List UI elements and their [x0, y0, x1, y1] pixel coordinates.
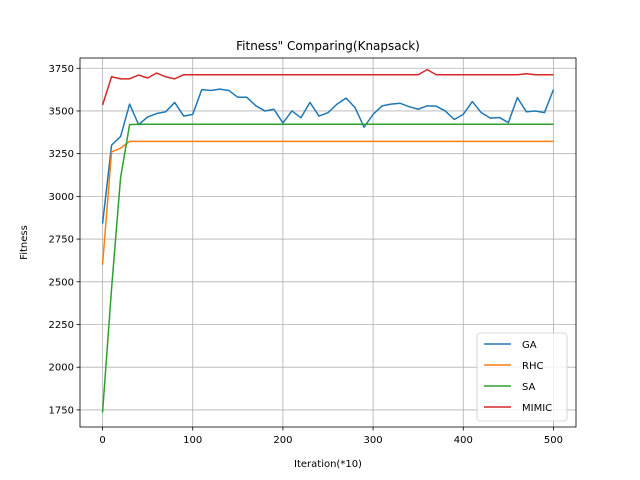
- x-tick-label: 0: [99, 435, 105, 446]
- axis-ticks: 0 100 200 300 400 500 1750 2000 2250 2500 2750 3000…: [49, 64, 563, 446]
- y-tick-label: 2750: [49, 235, 74, 246]
- x-axis-title: Iteration(*10): [294, 459, 362, 470]
- y-tick-label: 1750: [49, 405, 74, 416]
- chart-title: Fitness" Comparing(Knapsack): [236, 39, 420, 53]
- series-line-mimic: [101, 68, 554, 106]
- x-tick-label: 400: [454, 435, 473, 446]
- series-line-rhc: [101, 140, 554, 265]
- y-tick-label: 3250: [49, 149, 74, 160]
- grid-lines: [80, 58, 576, 427]
- legend-box: [476, 332, 568, 422]
- legend-label-mimic: MIMIC: [522, 403, 552, 414]
- y-tick-label: 2500: [49, 277, 74, 288]
- series-line-sa: [101, 123, 554, 413]
- legend: GA RHC SA MIMIC: [476, 332, 568, 422]
- y-tick-label: 3500: [49, 106, 74, 117]
- x-tick-label: 100: [183, 435, 202, 446]
- plot-area-frame: [79, 57, 577, 428]
- y-tick-label: 3750: [49, 64, 74, 75]
- y-tick-label: 3000: [49, 192, 74, 203]
- y-axis-title: Fitness: [19, 225, 30, 260]
- legend-label-sa: SA: [522, 382, 536, 393]
- series-line-ga: [101, 88, 555, 224]
- series-lines: [101, 68, 555, 413]
- legend-label-rhc: RHC: [522, 361, 543, 372]
- legend-label-ga: GA: [522, 340, 537, 351]
- x-tick-label: 200: [273, 435, 292, 446]
- y-tick-label: 2000: [49, 363, 74, 374]
- y-tick-label: 2250: [49, 320, 74, 331]
- x-tick-label: 300: [364, 435, 383, 446]
- x-tick-label: 500: [544, 435, 563, 446]
